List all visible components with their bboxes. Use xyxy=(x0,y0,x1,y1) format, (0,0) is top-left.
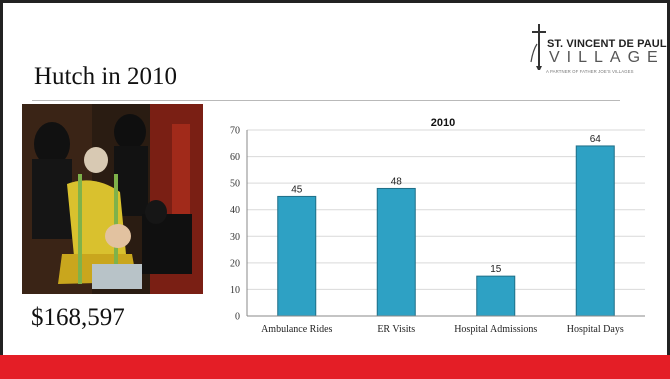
bar xyxy=(376,187,416,317)
bar-data-label: 45 xyxy=(291,184,303,195)
y-tick-label: 70 xyxy=(230,126,240,137)
footer-band xyxy=(0,355,670,379)
cross-logo-icon xyxy=(530,24,546,70)
bars xyxy=(277,145,615,317)
bar xyxy=(277,195,317,317)
bar-chart: 2010 0 10 20 30 40 50 60 70 45 48 15 64 Ambulance … xyxy=(215,112,665,348)
cost-amount: $168,597 xyxy=(31,304,125,331)
bar-data-label: 64 xyxy=(590,134,602,145)
logo-village: VILLAGE xyxy=(549,49,665,66)
logo-tagline: A PARTNER OF FATHER JOE'S VILLAGES xyxy=(546,69,634,74)
x-tick-label: Hospital Days xyxy=(567,324,624,335)
title-rule xyxy=(32,100,620,101)
bar-data-label: 15 xyxy=(490,264,502,275)
x-tick-label: ER Visits xyxy=(377,324,415,335)
x-tick-labels: Ambulance Rides ER Visits Hospital Admissi… xyxy=(261,324,624,335)
slide-title: Hutch in 2010 xyxy=(34,63,178,90)
y-tick-label: 60 xyxy=(230,152,240,163)
bar xyxy=(575,145,615,317)
x-tick-label: Hospital Admissions xyxy=(454,324,537,335)
y-tick-label: 0 xyxy=(235,312,240,323)
x-tick-label: Ambulance Rides xyxy=(261,324,332,335)
y-tick-label: 50 xyxy=(230,179,240,190)
data-labels: 45 48 15 64 xyxy=(291,134,601,275)
bar xyxy=(476,275,516,317)
y-tick-label: 10 xyxy=(230,285,240,296)
photo-icon xyxy=(22,104,203,294)
logo: ST. VINCENT DE PAUL VILLAGE A PARTNER OF… xyxy=(521,20,667,78)
bar-data-label: 48 xyxy=(391,176,403,187)
y-tick-label: 20 xyxy=(230,258,240,269)
chart-svg: 2010 0 10 20 30 40 50 60 70 45 48 15 64 Ambulance … xyxy=(230,117,645,335)
chart-title: 2010 xyxy=(431,117,455,129)
photo xyxy=(22,104,203,294)
logo-name: ST. VINCENT DE PAUL xyxy=(547,38,667,50)
y-tick-labels: 0 10 20 30 40 50 60 70 xyxy=(230,126,240,323)
y-tick-label: 40 xyxy=(230,205,240,216)
y-tick-label: 30 xyxy=(230,232,240,243)
